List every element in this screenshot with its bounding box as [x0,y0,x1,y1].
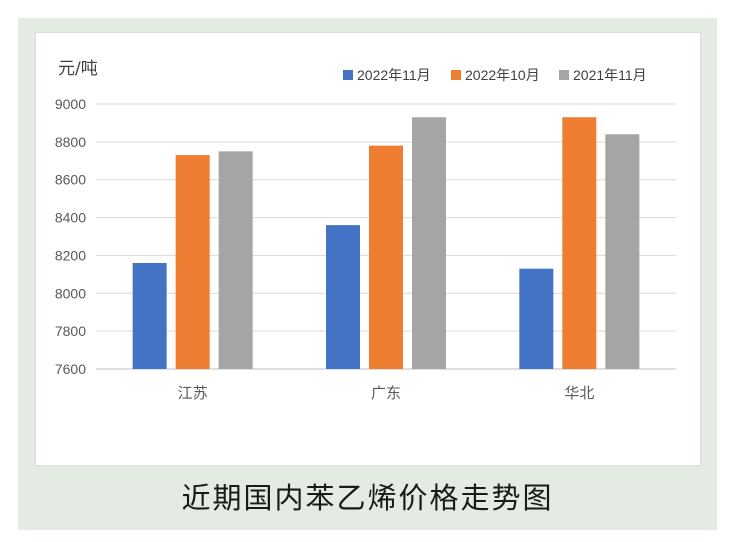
legend: 2022年11月 2022年10月 2021年11月 [343,67,647,83]
bar [132,263,167,369]
bar [218,151,253,369]
bar [326,225,360,369]
x-axis-labels: 江苏 广东 华北 [178,384,595,402]
x-category-label: 广东 [371,384,401,402]
bar [562,117,597,369]
bar [412,117,446,369]
legend-swatch [451,70,461,80]
legend-swatch [559,70,569,80]
unit-label: 元/吨 [58,59,98,79]
figure-caption: 近期国内苯乙烯价格走势图 [181,481,554,515]
y-tick-label: 8600 [55,172,86,188]
y-tick-label: 9000 [55,96,86,112]
bar [175,155,210,369]
y-axis-ticks: 7600 7800 8000 8200 8400 8600 8800 9000 [55,96,86,377]
y-tick-label: 7800 [55,323,86,339]
bar [369,145,403,369]
legend-entry: 2022年11月 [357,67,431,83]
bar [519,268,554,369]
y-tick-label: 7600 [55,361,86,377]
x-category-label: 江苏 [178,384,208,402]
legend-entry: 2022年10月 [465,67,540,83]
bars [132,117,640,369]
y-tick-label: 8800 [55,134,86,150]
bar [605,134,640,369]
legend-entry: 2021年11月 [573,67,647,83]
y-tick-label: 8000 [55,285,86,301]
y-tick-label: 8400 [55,210,86,226]
legend-swatch [343,70,353,80]
y-tick-label: 8200 [55,247,86,263]
x-category-label: 华北 [564,384,594,402]
